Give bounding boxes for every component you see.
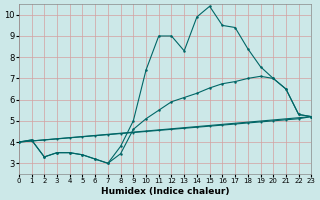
X-axis label: Humidex (Indice chaleur): Humidex (Indice chaleur) (101, 187, 229, 196)
